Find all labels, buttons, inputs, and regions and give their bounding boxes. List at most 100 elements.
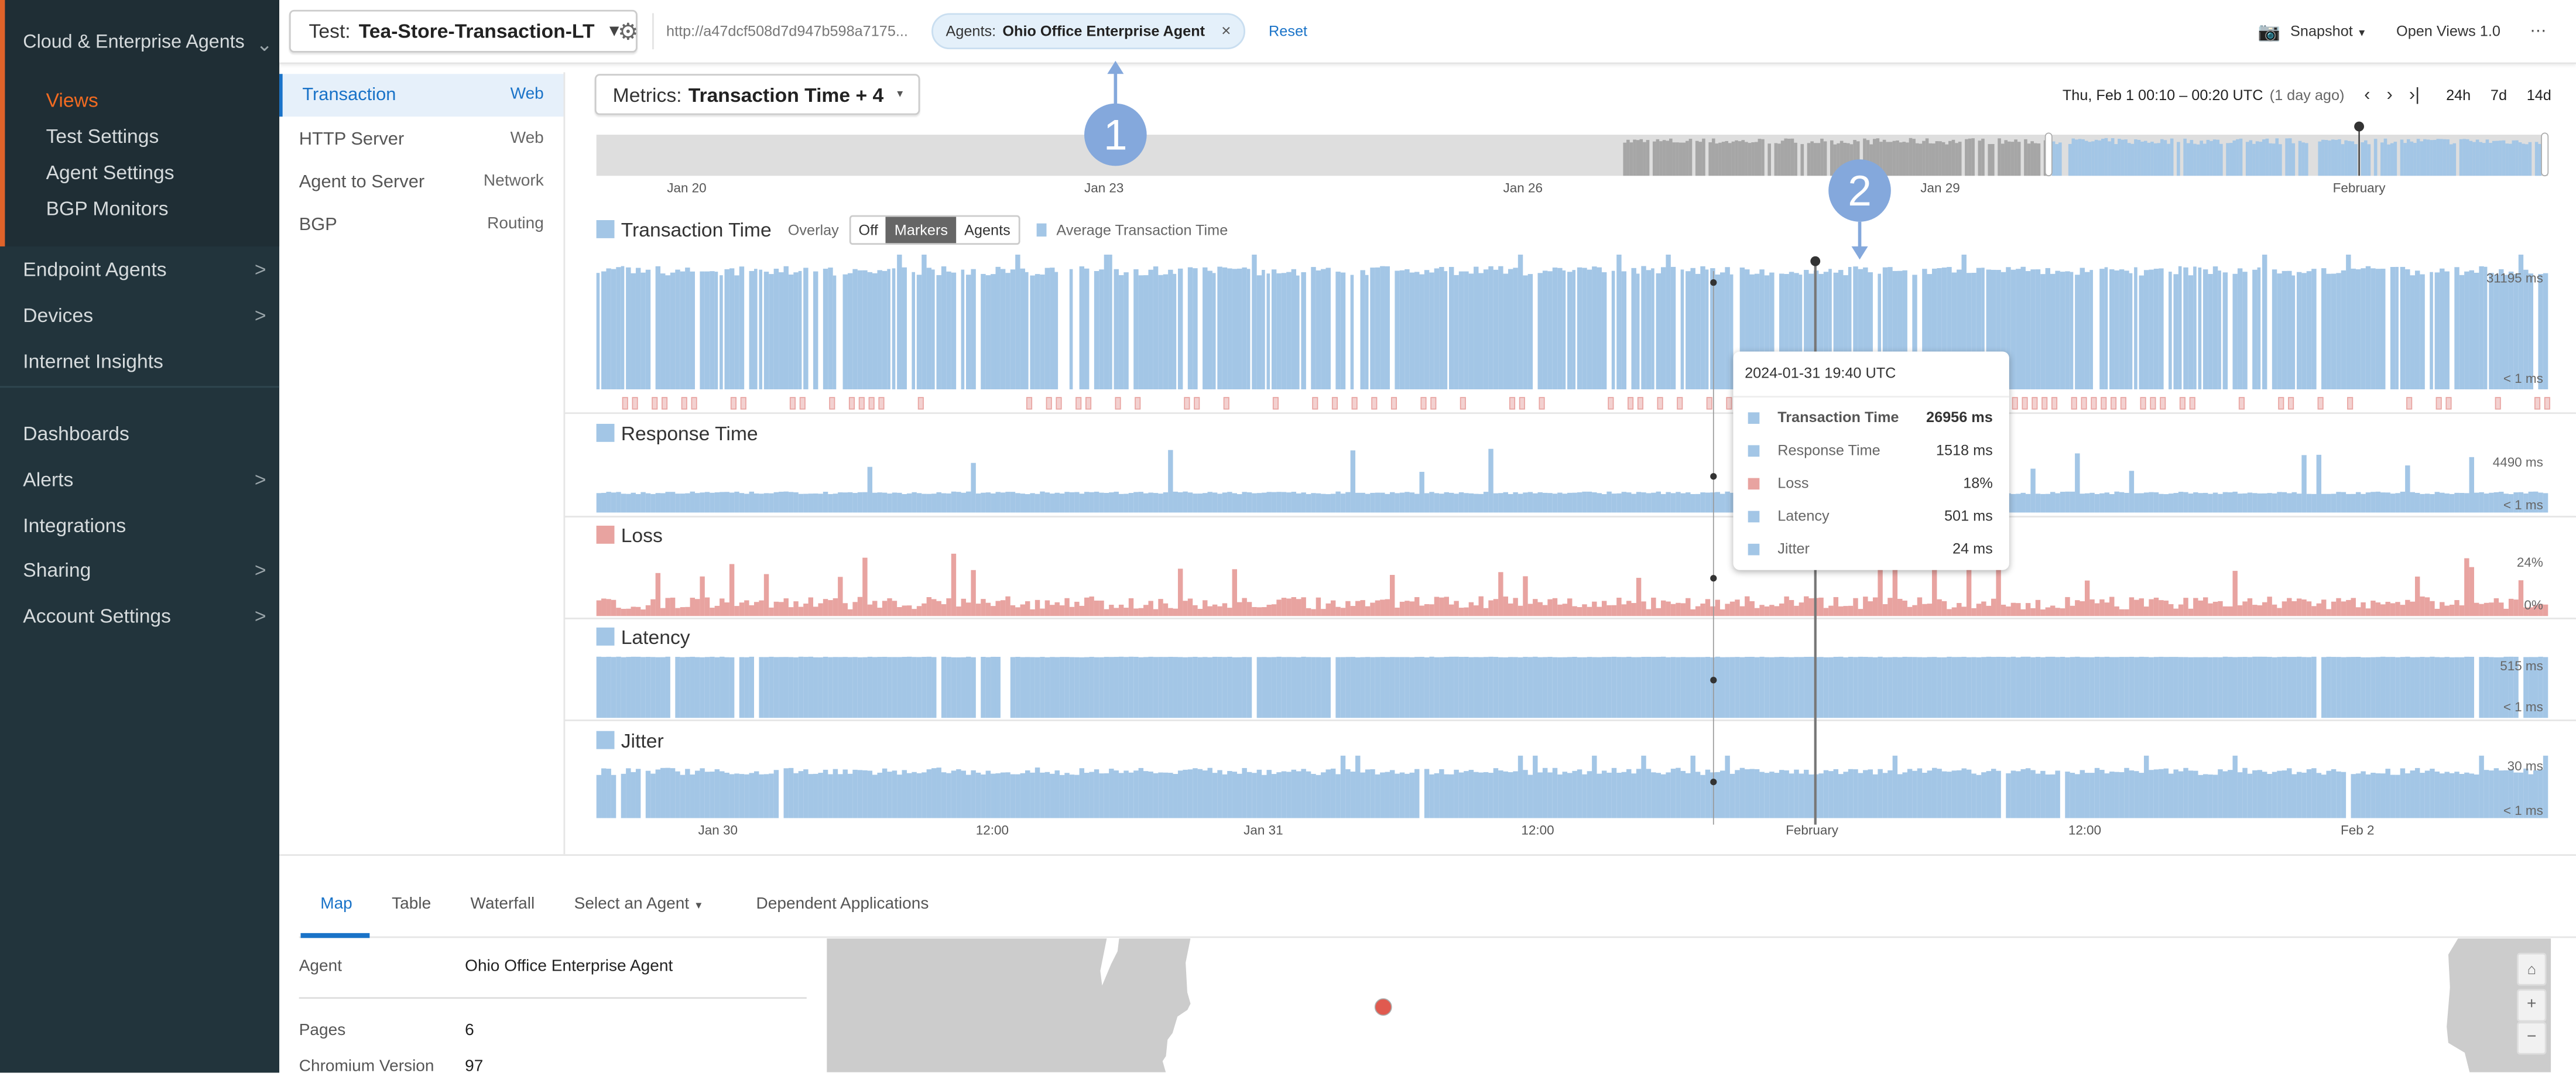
sidebar-item-agent-settings[interactable]: Agent Settings	[46, 160, 174, 184]
timeline-handle-left[interactable]	[2044, 132, 2053, 177]
bar	[645, 493, 651, 513]
agent-map[interactable]	[826, 938, 2551, 1073]
timeline-bar	[1669, 138, 1673, 176]
bar	[1660, 656, 1666, 718]
bar	[1385, 494, 1390, 513]
bar	[1227, 656, 1232, 718]
select-agent-dropdown[interactable]: Select an Agent ▼	[574, 895, 704, 913]
tab-dependent-applications[interactable]: Dependent Applications	[756, 895, 929, 914]
bar	[892, 770, 898, 818]
bar	[1429, 604, 1434, 616]
skip-to-end-icon[interactable]: ›|	[2409, 85, 2420, 105]
bar	[2424, 494, 2430, 513]
chart-panel-transaction-time[interactable]	[596, 254, 2548, 390]
timeline-handle-right[interactable]	[2541, 132, 2549, 177]
subnav-item-http-server[interactable]: HTTP Server Web	[279, 118, 563, 161]
bar	[2109, 269, 2115, 390]
bar	[1542, 605, 1548, 616]
chart-panel-latency[interactable]	[596, 656, 2548, 718]
tab-waterfall[interactable]: Waterfall	[470, 895, 535, 914]
subnav-item-agent-to-server[interactable]: Agent to Server Network	[279, 161, 563, 204]
bar	[2365, 657, 2371, 718]
bar	[2065, 597, 2070, 616]
sidebar-item-views[interactable]: Views	[46, 88, 98, 112]
overlay-off-button[interactable]: Off	[858, 221, 878, 238]
close-icon[interactable]: ×	[1221, 22, 1231, 40]
sidebar-item-internet-insights[interactable]: Internet Insights	[23, 349, 163, 373]
bar	[1474, 494, 1479, 513]
bar	[1419, 605, 1424, 616]
sidebar-item-devices[interactable]: Devices	[23, 304, 94, 327]
bar	[1759, 269, 1765, 390]
bar	[1365, 606, 1371, 616]
zoom-in-button[interactable]: +	[2516, 989, 2547, 1022]
chart-panel-jitter[interactable]	[596, 755, 2548, 818]
sidebar-item-sharing[interactable]: Sharing	[23, 558, 91, 582]
chevron-right-icon[interactable]: ›	[2386, 85, 2393, 105]
bar	[1405, 492, 1410, 513]
bar	[1483, 657, 1489, 718]
overlay-markers-button[interactable]: Markers	[886, 217, 957, 244]
bar	[1005, 596, 1010, 616]
sidebar-item-endpoint-agents[interactable]: Endpoint Agents	[23, 258, 167, 281]
tab-table[interactable]: Table	[392, 895, 431, 914]
reset-link[interactable]: Reset	[1269, 23, 1308, 40]
test-url[interactable]: http://a47dcf508d7d947b598a7175...	[666, 23, 908, 40]
bar	[1779, 770, 1784, 818]
bar	[1429, 656, 1434, 718]
metrics-select[interactable]: Metrics: Transaction Time + 4 ▼	[594, 74, 920, 115]
bar	[808, 656, 814, 718]
sidebar-item-cloud-enterprise-agents[interactable]: Cloud & Enterprise Agents	[23, 33, 245, 53]
sidebar-item-account-settings[interactable]: Account Settings	[23, 604, 172, 628]
metrics-charts[interactable]	[596, 246, 2551, 825]
error-marker	[1677, 397, 1683, 410]
bar	[1429, 774, 1434, 818]
bar	[1030, 493, 1035, 513]
bar	[2212, 266, 2218, 390]
more-icon[interactable]: ⋯	[2530, 22, 2547, 40]
bar	[1040, 657, 1045, 718]
snapshot-button[interactable]: Snapshot ▼	[2290, 23, 2366, 39]
tooltip-row-latency: Latency 501 ms	[1746, 506, 1996, 529]
home-icon[interactable]: ⌂	[2516, 952, 2547, 986]
bar	[1557, 268, 1563, 390]
range-24h-button[interactable]: 24h	[2446, 87, 2471, 104]
test-select[interactable]: Test: Tea-Store-Transaction-LT ▼	[289, 9, 638, 53]
sidebar-item-integrations[interactable]: Integrations	[23, 514, 126, 537]
range-14d-button[interactable]: 14d	[2526, 87, 2551, 104]
timeline-scrubber[interactable]	[596, 118, 2551, 177]
pin-icon[interactable]	[1810, 256, 1821, 266]
overlay-agents-button[interactable]: Agents	[964, 221, 1010, 238]
sidebar-item-test-settings[interactable]: Test Settings	[46, 125, 159, 148]
sidebar-item-alerts[interactable]: Alerts	[23, 468, 74, 492]
bar	[1892, 563, 1898, 616]
timeline-bar	[1774, 143, 1778, 176]
bar	[2528, 774, 2534, 818]
chevron-down-icon[interactable]: ⌄	[256, 33, 273, 56]
chart-panel-loss[interactable]	[596, 553, 2548, 616]
bar	[995, 773, 1001, 818]
bar	[857, 770, 863, 818]
bar	[1291, 657, 1297, 718]
sidebar-item-dashboards[interactable]: Dashboards	[23, 422, 129, 446]
bar	[714, 492, 720, 513]
bar	[1670, 493, 1676, 513]
bar	[1010, 269, 1016, 390]
subnav-item-bgp[interactable]: BGP Routing	[279, 204, 563, 246]
bar	[2311, 768, 2317, 818]
bar	[793, 272, 799, 390]
bar	[1365, 494, 1371, 513]
pin-icon[interactable]	[2354, 121, 2364, 132]
sidebar-item-bgp-monitors[interactable]: BGP Monitors	[46, 197, 169, 221]
subnav-item-transaction[interactable]: Transaction Web	[279, 74, 564, 117]
bar	[1444, 657, 1449, 718]
tab-map[interactable]: Map	[320, 895, 352, 914]
range-7d-button[interactable]: 7d	[2490, 87, 2508, 104]
chevron-left-icon[interactable]: ‹	[2364, 85, 2371, 105]
chart-panel-response-time[interactable]	[596, 448, 2548, 513]
agents-filter-chip[interactable]: Agents: Ohio Office Enterprise Agent ×	[931, 13, 1246, 50]
open-views-link[interactable]: Open Views 1.0	[2396, 23, 2500, 40]
zoom-out-button[interactable]: −	[2516, 1022, 2547, 1055]
agent-location-marker[interactable]	[1374, 998, 1392, 1016]
gear-icon[interactable]: ⚙	[618, 17, 639, 44]
